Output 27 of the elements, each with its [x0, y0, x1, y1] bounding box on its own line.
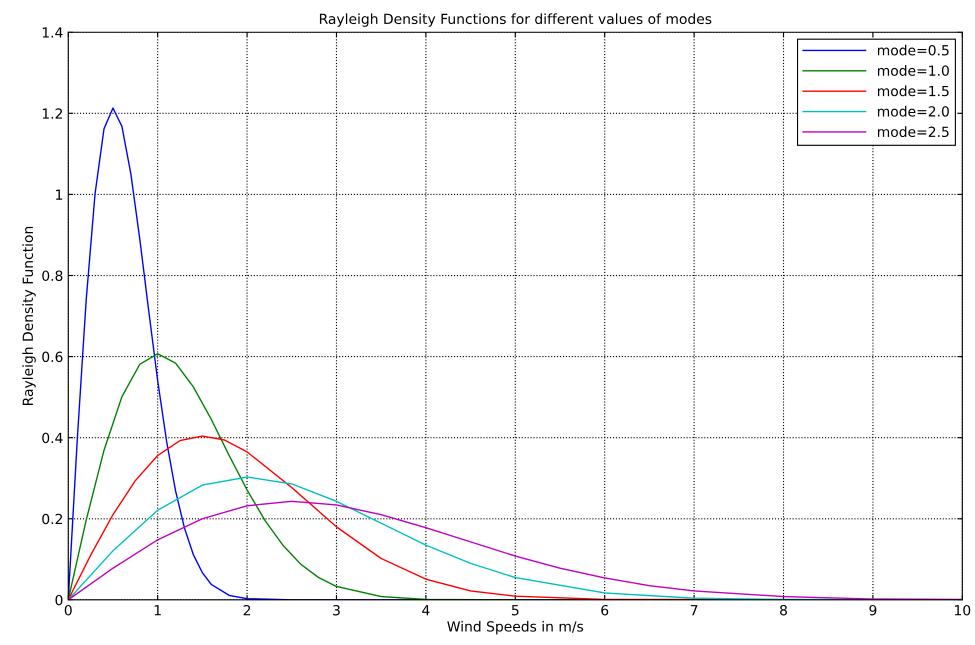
y-tick-label: 0.2	[42, 514, 62, 524]
x-tick-label: 8	[780, 604, 787, 616]
legend-label: mode=2.0	[878, 106, 949, 117]
chart-title: Rayleigh Density Functions for different values of modes	[320, 13, 712, 27]
x-tick-label: 1	[154, 605, 161, 616]
x-tick-label: 4	[422, 605, 430, 616]
x-tick-label: 10	[955, 604, 970, 616]
y-tick-label: 0.4	[42, 432, 63, 444]
y-tick-label: 1.2	[42, 108, 62, 119]
y-tick-label: 0	[55, 594, 62, 606]
x-tick-label: 5	[512, 605, 518, 616]
x-tick-label: 0	[64, 604, 72, 616]
x-tick-label: 7	[690, 605, 698, 616]
legend-label: mode=1.0	[878, 65, 949, 76]
x-tick-label: 9	[869, 604, 876, 616]
y-axis-title: Rayleigh Density Function	[22, 226, 36, 406]
y-tick-label: 1	[56, 190, 62, 200]
y-tick-label: 1.4	[42, 27, 63, 38]
x-axis-title: Wind Speeds in m/s	[447, 620, 584, 634]
y-tick-label: 0.8	[42, 270, 62, 281]
legend-label: mode=0.5	[878, 44, 949, 56]
y-tick-label: 0.6	[42, 352, 63, 362]
x-tick-label: 3	[333, 604, 340, 616]
x-tick-label: 2	[244, 604, 250, 616]
x-tick-label: 6	[601, 604, 608, 616]
legend-label: mode=1.5	[878, 86, 949, 96]
legend-label: mode=2.5	[878, 126, 949, 138]
